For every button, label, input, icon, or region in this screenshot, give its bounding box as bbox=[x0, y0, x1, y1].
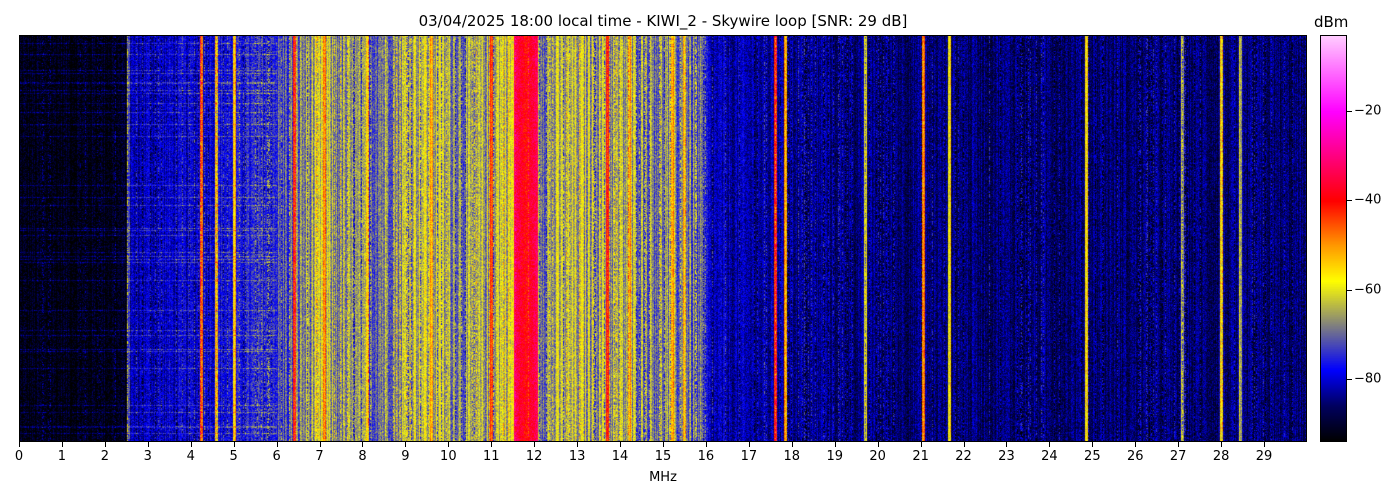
x-tick-label: 24 bbox=[1041, 449, 1058, 464]
colorbar-tick bbox=[1347, 200, 1352, 202]
x-tick bbox=[319, 442, 321, 447]
colorbar-tick bbox=[1347, 289, 1352, 291]
x-tick bbox=[1092, 442, 1094, 447]
x-tick-label: 25 bbox=[1084, 449, 1101, 464]
x-tick-label: 21 bbox=[912, 449, 929, 464]
x-tick bbox=[963, 442, 965, 447]
colorbar-tick bbox=[1347, 379, 1352, 381]
x-tick bbox=[104, 442, 106, 447]
colorbar-tick-label: −60 bbox=[1354, 282, 1382, 298]
x-tick-label: 6 bbox=[272, 449, 281, 464]
x-tick-label: 4 bbox=[186, 449, 195, 464]
x-tick-label: 20 bbox=[869, 449, 886, 464]
x-tick-label: 12 bbox=[525, 449, 543, 464]
x-tick-label: 2 bbox=[100, 449, 109, 464]
x-tick bbox=[663, 442, 664, 447]
spectrogram-heatmap bbox=[19, 35, 1307, 442]
x-tick bbox=[1178, 442, 1180, 447]
x-tick bbox=[1264, 442, 1266, 447]
colorbar-tick-label: −40 bbox=[1354, 192, 1382, 208]
x-tick bbox=[620, 442, 622, 447]
chart-title: 03/04/2025 18:00 local time - KIWI_2 - S… bbox=[418, 12, 908, 30]
x-tick bbox=[834, 442, 836, 447]
colorbar-tick bbox=[1347, 111, 1352, 113]
colorbar-tick-label: −80 bbox=[1354, 371, 1382, 387]
x-tick bbox=[233, 442, 235, 447]
x-axis-label: MHz bbox=[649, 470, 677, 485]
x-tick-label: 27 bbox=[1169, 449, 1187, 464]
x-tick-label: 8 bbox=[358, 449, 367, 464]
colorbar-label: dBm bbox=[1314, 13, 1349, 31]
x-tick bbox=[877, 442, 879, 447]
x-tick-label: 10 bbox=[440, 449, 457, 464]
x-tick-label: 17 bbox=[740, 449, 758, 464]
x-tick bbox=[920, 442, 922, 447]
x-tick-label: 16 bbox=[697, 449, 715, 464]
x-tick-label: 28 bbox=[1212, 449, 1230, 464]
x-tick bbox=[190, 442, 192, 447]
x-tick bbox=[577, 442, 579, 447]
x-tick-label: 13 bbox=[568, 449, 586, 464]
colorbar bbox=[1320, 35, 1347, 442]
x-tick bbox=[491, 442, 493, 447]
x-tick bbox=[748, 442, 750, 447]
x-tick bbox=[276, 442, 278, 447]
x-tick bbox=[534, 442, 536, 447]
x-tick-label: 7 bbox=[315, 449, 324, 464]
colorbar-tick-label: −20 bbox=[1354, 103, 1382, 119]
x-tick bbox=[19, 442, 20, 447]
x-tick-label: 26 bbox=[1126, 449, 1144, 464]
x-tick-label: 18 bbox=[783, 449, 801, 464]
x-tick-label: 5 bbox=[229, 449, 238, 464]
x-tick-label: 3 bbox=[143, 449, 152, 464]
x-tick bbox=[1135, 442, 1137, 447]
x-tick bbox=[405, 442, 407, 447]
x-tick-label: 29 bbox=[1255, 449, 1273, 464]
x-tick-label: 22 bbox=[955, 449, 972, 464]
x-tick-label: 9 bbox=[401, 449, 410, 464]
x-tick bbox=[1221, 442, 1223, 447]
x-tick bbox=[362, 442, 364, 447]
x-tick bbox=[705, 442, 707, 447]
x-tick-label: 15 bbox=[654, 449, 672, 464]
plot-frame bbox=[19, 35, 1307, 442]
x-tick-label: 14 bbox=[611, 449, 629, 464]
x-tick-label: 1 bbox=[57, 449, 67, 464]
x-tick-label: 23 bbox=[998, 449, 1015, 464]
x-tick bbox=[147, 442, 149, 447]
x-tick bbox=[1006, 442, 1008, 447]
x-tick bbox=[448, 442, 450, 447]
x-tick bbox=[791, 442, 793, 447]
x-tick bbox=[1049, 442, 1051, 447]
x-tick-label: 19 bbox=[826, 449, 843, 464]
x-tick-label: 0 bbox=[14, 449, 24, 464]
x-tick bbox=[61, 442, 63, 447]
x-tick-label: 11 bbox=[482, 449, 500, 464]
